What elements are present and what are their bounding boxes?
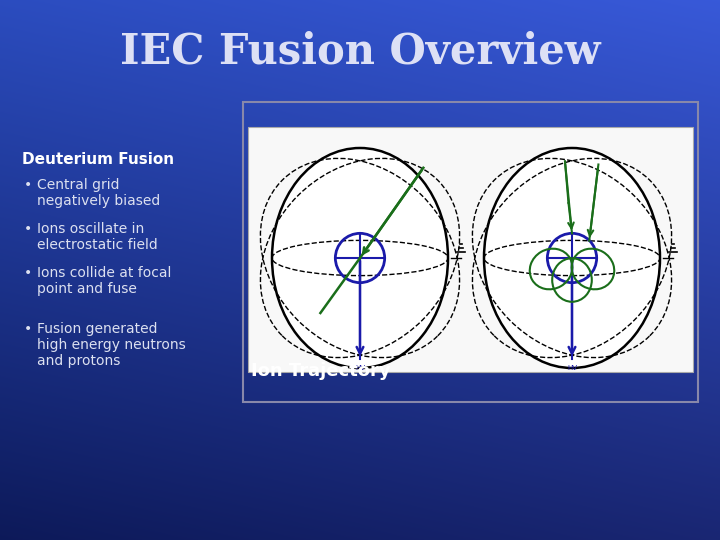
Text: Central grid
negatively biased: Central grid negatively biased <box>37 178 161 208</box>
Text: IEC Fusion Overview: IEC Fusion Overview <box>120 31 600 73</box>
Text: •: • <box>24 222 32 236</box>
Text: •: • <box>24 266 32 280</box>
Text: HV: HV <box>567 364 577 370</box>
Text: •: • <box>24 178 32 192</box>
Text: Fusion generated
high energy neutrons
and protons: Fusion generated high energy neutrons an… <box>37 322 186 368</box>
Text: •: • <box>24 322 32 336</box>
Text: HV: HV <box>355 364 365 370</box>
Ellipse shape <box>272 148 448 368</box>
Text: Ion Trajectory: Ion Trajectory <box>251 362 391 380</box>
Text: Ions collide at focal
point and fuse: Ions collide at focal point and fuse <box>37 266 171 296</box>
Text: Deuterium Fusion: Deuterium Fusion <box>22 152 174 167</box>
Ellipse shape <box>484 148 660 368</box>
Text: Ions oscillate in
electrostatic field: Ions oscillate in electrostatic field <box>37 222 158 252</box>
FancyBboxPatch shape <box>248 127 693 372</box>
